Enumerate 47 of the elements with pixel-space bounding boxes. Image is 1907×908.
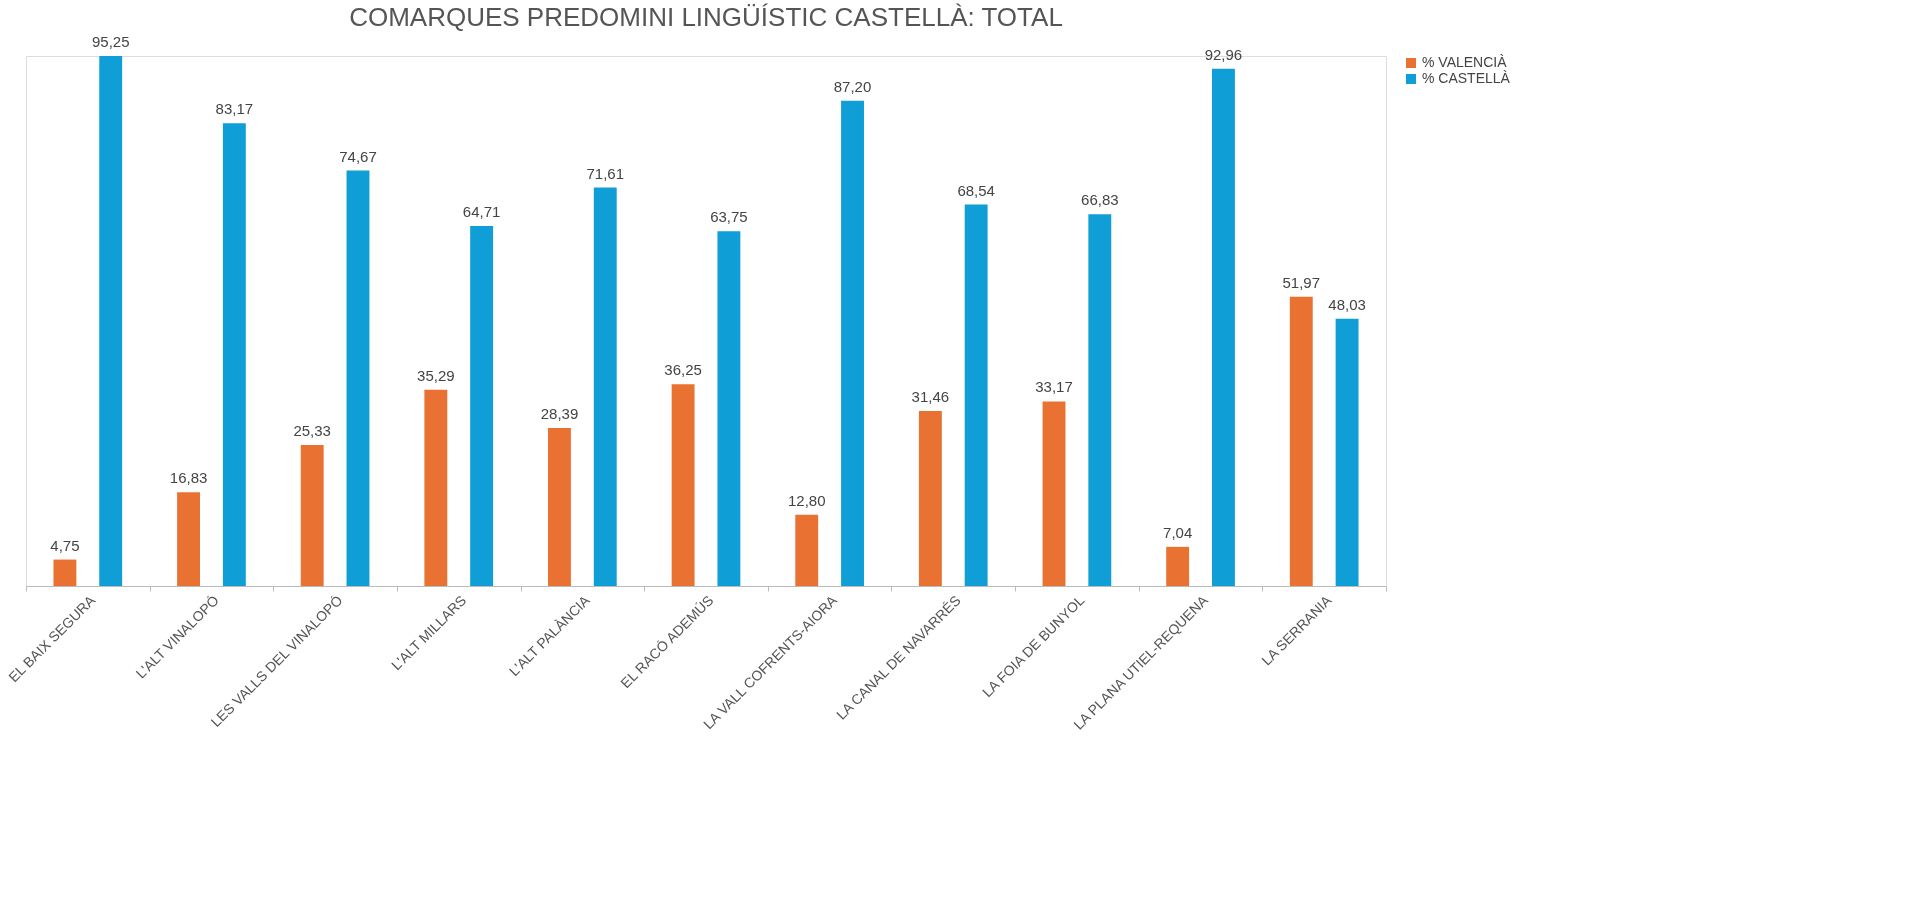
data-label: 36,25: [664, 361, 702, 379]
data-label: 4,75: [50, 536, 80, 554]
bar: [717, 231, 741, 586]
data-label: 7,04: [1163, 523, 1193, 541]
data-label: 95,25: [91, 33, 130, 50]
bar: [918, 410, 942, 586]
data-label: 12,80: [787, 491, 826, 509]
bar: [548, 428, 571, 586]
data-label: 64,71: [462, 202, 501, 220]
bar: [1211, 68, 1235, 586]
data-label: 87,20: [833, 77, 872, 95]
bar: [424, 389, 448, 586]
data-label: 71,61: [586, 164, 625, 182]
data-label: 68,54: [957, 181, 995, 199]
bar: [300, 445, 324, 586]
data-label: 74,67: [339, 147, 377, 165]
legend-label: % VALENCIÀ: [1422, 54, 1508, 70]
bar: [470, 225, 494, 586]
bar: [53, 559, 77, 586]
data-label: 92,96: [1204, 45, 1243, 63]
data-label: 31,46: [911, 387, 950, 405]
bar: [222, 123, 246, 586]
data-label: 83,17: [215, 100, 254, 118]
bar: [964, 204, 988, 586]
bar: [1088, 214, 1112, 586]
data-label: 48,03: [1328, 295, 1366, 313]
data-label: 35,29: [417, 366, 455, 384]
bar: [1166, 546, 1190, 586]
bar: [841, 100, 864, 586]
data-label: 51,97: [1282, 273, 1321, 291]
data-label: 66,83: [1081, 191, 1119, 209]
bar: [99, 56, 123, 586]
bar: [1042, 401, 1066, 586]
data-label: 28,39: [540, 405, 579, 423]
data-label: 63,75: [710, 208, 748, 226]
bar: [795, 514, 819, 586]
bar: [1335, 318, 1359, 586]
chart-title: COMARQUES PREDOMINI LINGÜÍSTIC CASTELLÀ: TOTAL: [349, 2, 1063, 32]
bar: [177, 492, 201, 586]
bar: [346, 170, 370, 586]
bar: [1289, 296, 1313, 586]
bar: [671, 384, 695, 586]
data-label: 33,17: [1035, 378, 1073, 396]
data-label: 16,83: [169, 469, 208, 487]
data-label: 25,33: [293, 422, 331, 440]
bar: [593, 187, 617, 586]
legend-label: % CASTELLÀ: [1422, 70, 1511, 86]
